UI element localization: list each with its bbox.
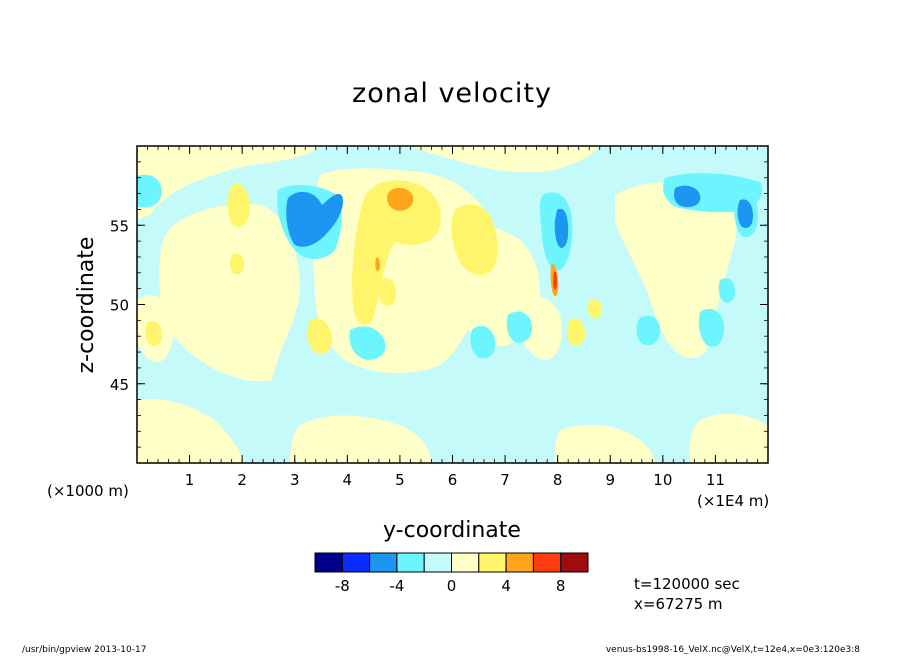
colorbar-swatch — [532, 552, 562, 573]
y-tick-label: 55 — [110, 217, 129, 235]
colorbar-swatch — [369, 552, 398, 573]
colorbar: -8 -4 0 4 8 — [314, 552, 589, 595]
x-tick-label: 1 — [185, 471, 195, 489]
x-tick-label: 3 — [290, 471, 300, 489]
colorbar-swatch — [505, 552, 534, 573]
x-axis: 1 2 3 4 5 6 7 8 9 10 11 — [136, 146, 769, 489]
footer-left: /usr/bin/gpview 2013-10-17 — [22, 645, 146, 654]
x-unit-label: (×1000 m) — [47, 482, 129, 500]
colorbar-swatch — [314, 552, 343, 573]
x-scale-label: (×1E4 m) — [697, 492, 769, 510]
footer-right: venus-bs1998-16_VelX.nc@VelX,t=12e4,x=0e… — [606, 645, 860, 654]
contour-level-6-8 — [553, 271, 557, 290]
colorbar-tick-label: -8 — [335, 577, 350, 595]
y-axis: 45 50 55 — [110, 145, 768, 464]
x-tick-label: 4 — [343, 471, 353, 489]
contour-level-0-2 — [137, 146, 768, 463]
x-tick-label: 8 — [553, 471, 563, 489]
chart-title: zonal velocity — [352, 78, 552, 109]
x-tick-label: 10 — [653, 471, 672, 489]
colorbar-swatch — [478, 552, 507, 573]
colorbar-tick-label: -4 — [389, 577, 404, 595]
contour-level-4-6 — [375, 187, 559, 297]
colorbar-swatch — [341, 552, 371, 573]
y-axis-title: z-coordinate — [74, 237, 99, 374]
x-tick-label: 11 — [706, 471, 725, 489]
colorbar-swatch — [423, 552, 453, 573]
position-annotation: x=67275 m — [634, 595, 723, 613]
contour-field — [137, 146, 768, 463]
contour-level-2-4 — [145, 180, 602, 354]
colorbar-tick-label: 8 — [556, 577, 566, 595]
y-tick-label: 50 — [110, 297, 129, 315]
x-tick-label: 7 — [500, 471, 510, 489]
x-tick-label: 9 — [605, 471, 615, 489]
colorbar-swatch — [451, 552, 480, 573]
colorbar-tick-label: 0 — [447, 577, 457, 595]
x-tick-label: 5 — [395, 471, 405, 489]
time-annotation: t=120000 sec — [634, 575, 740, 593]
contour-level-m6-m4 — [286, 185, 753, 248]
colorbar-swatch — [560, 552, 589, 573]
colorbar-tick-label: 4 — [501, 577, 511, 595]
y-tick-label: 45 — [110, 376, 129, 394]
x-axis-title: y-coordinate — [383, 518, 521, 543]
colorbar-swatch — [396, 552, 425, 573]
x-tick-label: 6 — [448, 471, 458, 489]
x-tick-label: 2 — [237, 471, 247, 489]
